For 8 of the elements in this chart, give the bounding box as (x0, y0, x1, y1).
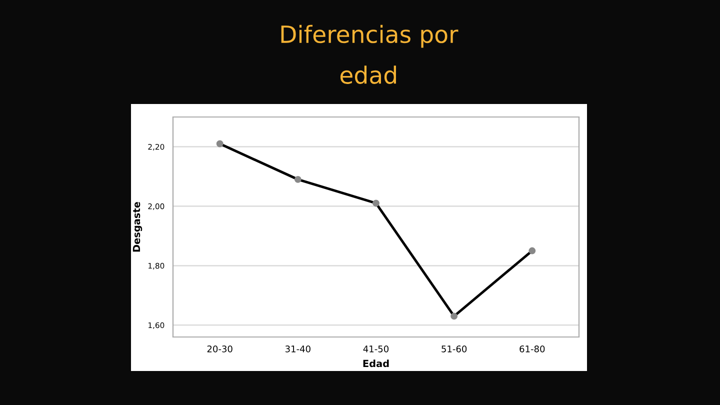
x-tick-label: 61-80 (520, 345, 545, 352)
x-axis-title: Edad (363, 360, 389, 368)
y-axis-title: Desgaste (132, 202, 142, 252)
x-tick-label: 51-60 (442, 345, 467, 352)
x-tick-label: 31-40 (285, 345, 310, 352)
chart-title: Diferencias por edad (281, 24, 458, 84)
x-tick-label: 41-50 (363, 345, 389, 352)
x-tick-label: 20-30 (207, 345, 232, 352)
